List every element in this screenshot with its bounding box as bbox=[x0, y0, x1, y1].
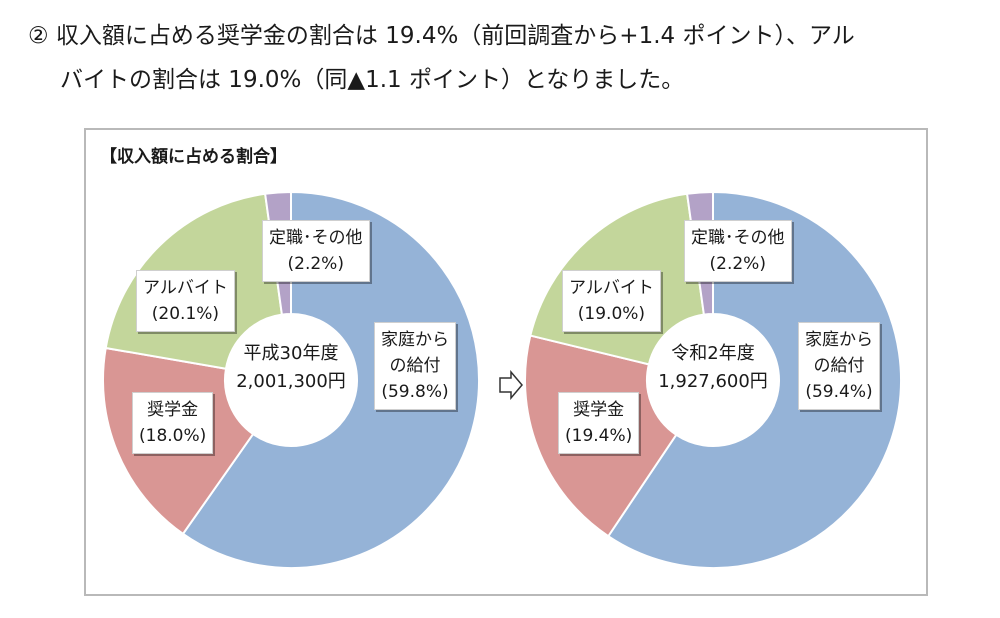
label-left-sonota-name: 定職･その他 bbox=[269, 228, 363, 248]
label-left-katei-value: (59.8%) bbox=[381, 382, 449, 402]
label-right-sonota: 定職･その他 (2.2%) bbox=[684, 220, 792, 282]
label-left-katei-name-2: の給付 bbox=[389, 356, 441, 376]
label-left-arubaito-value: (20.1%) bbox=[151, 304, 220, 324]
label-left-sonota-value: (2.2%) bbox=[287, 254, 344, 274]
label-right-arubaito-value: (19.0%) bbox=[577, 304, 646, 324]
label-left-shogakukin-value: (18.0%) bbox=[139, 426, 207, 446]
label-right-katei: 家庭から の給付 (59.4%) bbox=[798, 322, 880, 410]
label-left-katei: 家庭から の給付 (59.8%) bbox=[374, 322, 456, 410]
arrow-right-icon bbox=[499, 370, 523, 400]
label-right-arubaito: アルバイト (19.0%) bbox=[562, 270, 661, 332]
label-left-katei-name-1: 家庭から bbox=[381, 330, 449, 350]
heading-text: ② 収入額に占める奨学金の割合は 19.4%（前回調査から+1.4 ポイント）、… bbox=[28, 14, 988, 102]
label-right-sonota-name: 定職･その他 bbox=[691, 228, 785, 248]
label-left-shogakukin-name: 奨学金 bbox=[147, 400, 199, 420]
donut-hole bbox=[647, 314, 779, 446]
label-right-katei-name-2: の給付 bbox=[813, 356, 865, 376]
center-right: 令和2年度 1,927,600円 bbox=[658, 340, 768, 396]
label-right-shogakukin: 奨学金 (19.4%) bbox=[558, 392, 640, 454]
label-right-shogakukin-value: (19.4%) bbox=[565, 426, 633, 446]
label-right-shogakukin-name: 奨学金 bbox=[573, 400, 625, 420]
label-right-katei-name-1: 家庭から bbox=[805, 330, 873, 350]
center-left-year: 平成30年度 bbox=[243, 343, 339, 364]
label-left-shogakukin: 奨学金 (18.0%) bbox=[132, 392, 214, 454]
heading-line-2: バイトの割合は 19.0%（同▲1.1 ポイント）となりました。 bbox=[60, 67, 685, 93]
label-right-katei-value: (59.4%) bbox=[805, 382, 873, 402]
label-right-sonota-value: (2.2%) bbox=[709, 254, 766, 274]
center-right-year: 令和2年度 bbox=[671, 343, 755, 364]
donut-hole bbox=[225, 314, 357, 446]
center-left-amount: 2,001,300円 bbox=[236, 371, 346, 392]
chart-title: 【収入額に占める割合】 bbox=[100, 147, 287, 167]
heading-line-1: ② 収入額に占める奨学金の割合は 19.4%（前回調査から+1.4 ポイント）、… bbox=[28, 23, 855, 49]
center-right-amount: 1,927,600円 bbox=[658, 371, 768, 392]
chart-panel: 【収入額に占める割合】 定職･その他 (2.2%) アルバイト (20.1%) … bbox=[84, 128, 928, 596]
label-left-arubaito-name: アルバイト bbox=[143, 278, 228, 298]
center-left: 平成30年度 2,001,300円 bbox=[236, 340, 346, 396]
label-left-sonota: 定職･その他 (2.2%) bbox=[262, 220, 370, 282]
label-left-arubaito: アルバイト (20.1%) bbox=[136, 270, 235, 332]
label-right-arubaito-name: アルバイト bbox=[569, 278, 654, 298]
